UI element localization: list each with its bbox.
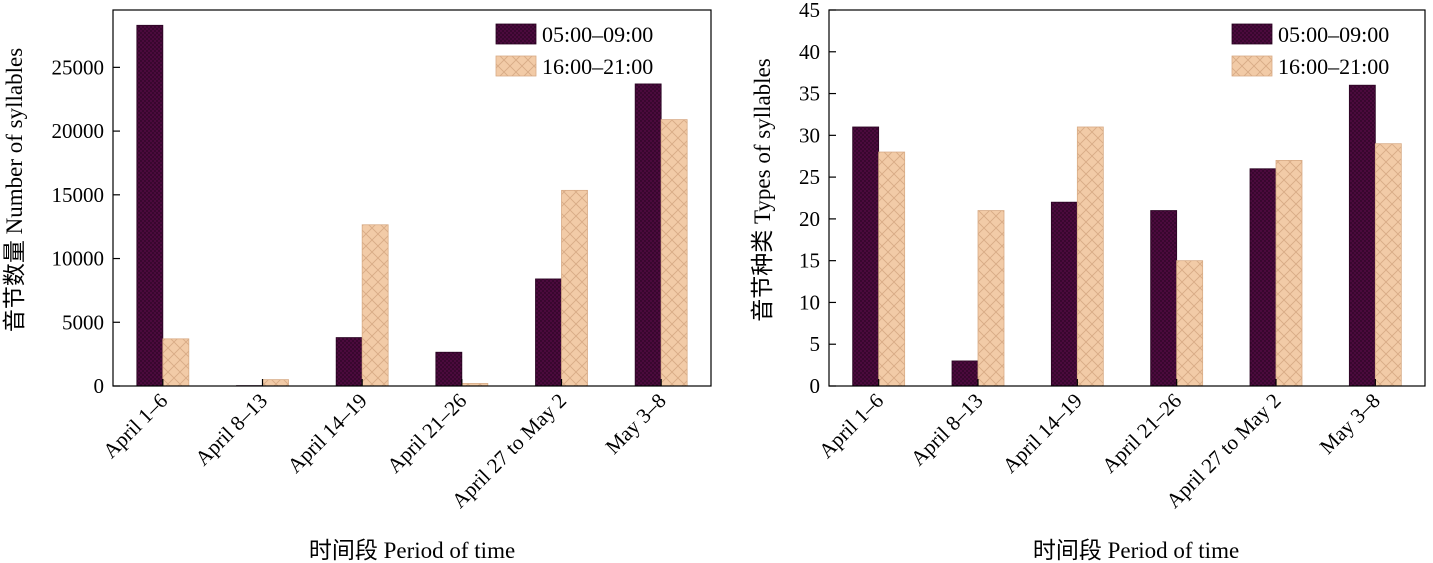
y-tick-label: 20 (799, 207, 820, 231)
bar-evening-0 (162, 338, 190, 387)
y-tick-label: 0 (810, 374, 821, 398)
bar-evening-1 (977, 210, 1005, 387)
legend-swatch (1231, 23, 1273, 45)
x-tick-label: April 1–6 (814, 389, 888, 463)
bar-morning-2 (1050, 201, 1078, 387)
x-tick-label: May 3–8 (1315, 389, 1385, 459)
y-tick-label: 30 (799, 123, 820, 147)
bar-morning-2 (335, 337, 363, 387)
legend-swatch (1231, 55, 1273, 77)
y-tick-label: 25 (799, 165, 820, 189)
bar-morning-0 (852, 126, 880, 387)
bar-morning-5 (1348, 84, 1376, 387)
bar-evening-4 (561, 189, 588, 387)
bar-morning-3 (1150, 210, 1178, 387)
y-tick-label: 15 (799, 249, 820, 273)
bar-morning-3 (435, 351, 463, 387)
legend-label: 05:00–09:00 (542, 22, 653, 47)
legend-label: 16:00–21:00 (1278, 54, 1389, 79)
y-tick-label: 40 (799, 40, 820, 64)
x-tick-label: April 1–6 (98, 389, 172, 463)
y-axis-title: 音节种类 Types of syllables (750, 58, 775, 322)
y-axis-title: 音节数量 Number of syllables (2, 48, 27, 332)
x-tick-label: April 8–13 (906, 389, 988, 471)
x-tick-label: April 14–19 (998, 389, 1087, 478)
x-tick-label: April 14–19 (283, 389, 372, 478)
bar-morning-4 (1249, 168, 1277, 387)
plot-frame (828, 9, 1426, 387)
bar-evening-0 (878, 151, 906, 387)
bar-evening-2 (1076, 126, 1104, 387)
x-axis-title: 时间段 Period of time (309, 538, 515, 563)
y-tick-label: 20000 (52, 119, 105, 143)
y-tick-label: 45 (799, 0, 820, 22)
plot-frame (112, 9, 712, 387)
bar-morning-0 (136, 24, 164, 387)
y-tick-label: 5 (810, 332, 821, 356)
y-tick-label: 15000 (52, 183, 105, 207)
bar-evening-5 (660, 119, 688, 387)
x-tick-label: April 21–26 (1097, 389, 1186, 478)
legend-label: 05:00–09:00 (1278, 22, 1389, 47)
y-tick-label: 35 (799, 82, 820, 106)
x-tick-label: May 3–8 (601, 389, 671, 459)
bar-morning-1 (951, 360, 979, 387)
x-tick-label: April 8–13 (190, 389, 272, 471)
legend-swatch (495, 23, 537, 45)
x-tick-label: April 21–26 (382, 389, 471, 478)
y-tick-label: 25000 (52, 55, 105, 79)
legend-swatch (495, 55, 537, 77)
legend-label: 16:00–21:00 (542, 54, 653, 79)
y-tick-label: 5000 (62, 310, 104, 334)
x-axis-title: 时间段 Period of time (1033, 538, 1239, 563)
y-tick-label: 10 (799, 290, 820, 314)
y-tick-label: 10000 (52, 247, 105, 271)
bar-morning-4 (535, 278, 562, 387)
bar-evening-1 (262, 379, 289, 387)
bar-evening-2 (361, 224, 389, 387)
bar-morning-5 (634, 83, 662, 387)
bar-evening-3 (1176, 260, 1204, 387)
y-tick-label: 0 (94, 374, 105, 398)
bar-evening-4 (1275, 159, 1303, 387)
bar-evening-5 (1374, 143, 1402, 387)
